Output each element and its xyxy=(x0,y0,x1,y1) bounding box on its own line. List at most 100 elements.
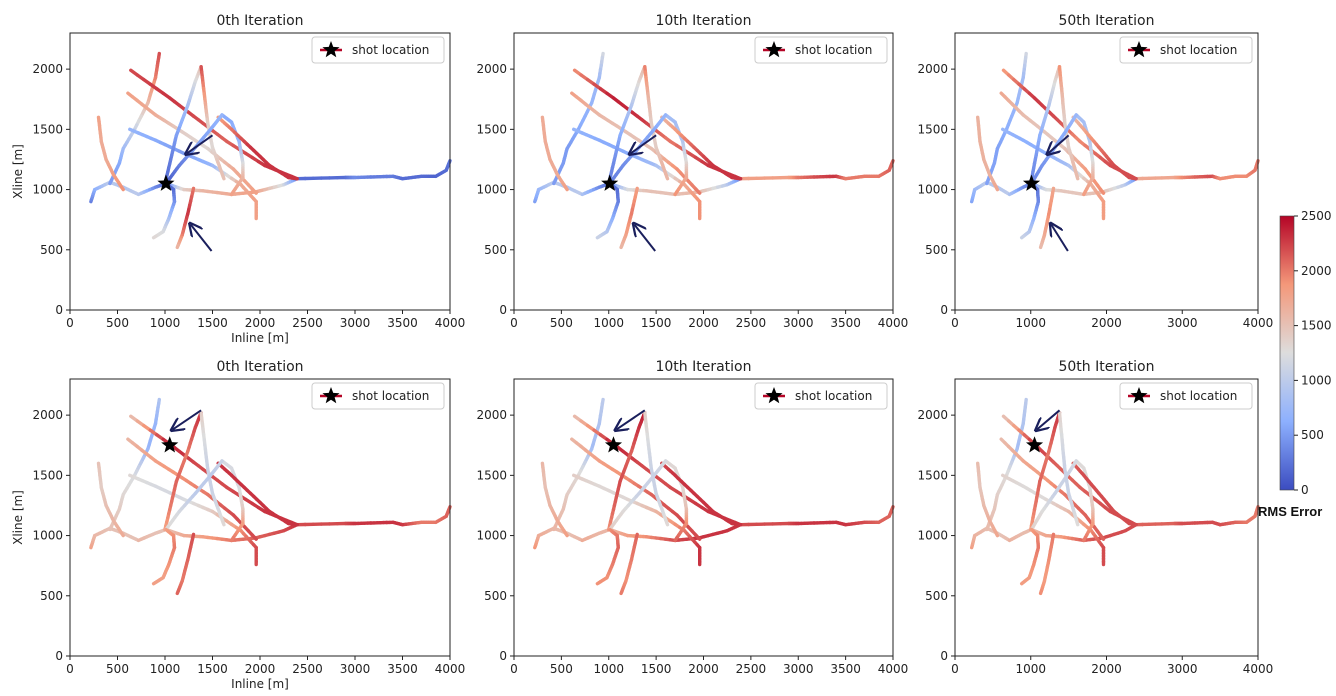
axes-frame xyxy=(513,378,894,657)
x-tick-label: 1000 xyxy=(1015,662,1046,676)
track-segment-M xyxy=(175,589,180,596)
track-segment-N xyxy=(1020,581,1025,586)
legend: shot location xyxy=(1119,36,1253,64)
x-tick-label: 2000 xyxy=(1091,662,1122,676)
legend-star-icon xyxy=(1130,387,1148,404)
y-tick-label: 0 xyxy=(499,303,507,317)
legend-label: shot location xyxy=(352,389,429,403)
y-tick-label: 500 xyxy=(925,243,948,257)
x-tick-label: 1500 xyxy=(197,316,228,330)
track-segment-O xyxy=(119,185,125,192)
panel-2: 10th Iteration 0 500 1000 1500 2000 2500 3000 35… xyxy=(476,13,908,330)
panel-5: 10th Iteration 0 500 1000 1500 2000 2500 3000 35… xyxy=(476,359,908,676)
track-segment-M xyxy=(619,589,624,596)
x-axis-label: Inline [m] xyxy=(231,331,289,345)
track-segment-J xyxy=(673,535,679,543)
y-tick-label: 1000 xyxy=(476,183,507,197)
x-tick-label: 4000 xyxy=(1243,316,1274,330)
shot-location-marker xyxy=(604,436,623,453)
track-segments xyxy=(89,51,452,250)
x-tick-label: 3000 xyxy=(340,662,371,676)
axes-frame xyxy=(954,32,1259,311)
legend-label: shot location xyxy=(795,389,872,403)
annotation-arrow xyxy=(631,134,657,153)
colorbar-tick-label: 1500 xyxy=(1301,319,1332,333)
x-tick-label: 2000 xyxy=(1091,316,1122,330)
panel-title: 50th Iteration xyxy=(1058,13,1154,29)
x-tick-label: 1000 xyxy=(1015,316,1046,330)
x-tick-label: 4000 xyxy=(435,316,466,330)
y-tick-label: 0 xyxy=(55,303,63,317)
y-tick-label: 1500 xyxy=(917,468,948,482)
y-tick-label: 500 xyxy=(484,589,507,603)
y-tick-label: 2000 xyxy=(917,408,948,422)
track-segment-I xyxy=(665,174,670,181)
track-segment-O xyxy=(994,185,1000,192)
track-segment-L xyxy=(218,113,224,119)
legend-star-icon xyxy=(322,387,340,404)
track-segment-D xyxy=(108,178,114,186)
track-segments xyxy=(533,397,895,596)
y-tick-label: 0 xyxy=(55,649,63,663)
annotation-arrow xyxy=(187,134,214,153)
legend-star-icon xyxy=(765,387,783,404)
x-tick-label: 1000 xyxy=(150,662,181,676)
x-tick-label: 4000 xyxy=(878,662,909,676)
y-tick-label: 1500 xyxy=(476,122,507,136)
track-segment-J xyxy=(1082,189,1088,197)
y-tick-label: 1500 xyxy=(917,122,948,136)
y-tick-label: 1000 xyxy=(917,529,948,543)
track-segment-F xyxy=(250,533,258,541)
x-tick-label: 0 xyxy=(510,662,518,676)
track-segment-I xyxy=(665,520,670,527)
y-tick-label: 1500 xyxy=(32,122,63,136)
x-tick-label: 3000 xyxy=(340,316,371,330)
panel-title: 10th Iteration xyxy=(655,13,751,29)
x-tick-label: 2000 xyxy=(688,316,719,330)
axes-frame xyxy=(69,378,451,657)
y-tick-label: 2000 xyxy=(32,62,63,76)
y-axis-label: Xline [m] xyxy=(11,144,25,199)
legend-box xyxy=(311,36,445,64)
legend-box xyxy=(1119,36,1253,64)
panel-1: 0th Iteration 0 500 1000 1500 2000 2500 3000 350… xyxy=(11,13,465,345)
legend: shot location xyxy=(311,36,445,64)
track-segment-N xyxy=(1020,234,1025,240)
track-segment-N xyxy=(595,234,601,240)
legend-label: shot location xyxy=(795,43,872,57)
track-segment-O xyxy=(563,531,569,538)
x-tick-label: 500 xyxy=(550,316,573,330)
x-tick-label: 1500 xyxy=(197,662,228,676)
track-segment-D xyxy=(985,178,990,186)
x-tick-label: 3500 xyxy=(830,316,861,330)
axes-frame xyxy=(954,378,1259,657)
shot-location-marker xyxy=(1022,174,1041,191)
track-segment-F xyxy=(250,187,258,195)
track-segment-J xyxy=(229,189,236,197)
x-tick-label: 3000 xyxy=(783,316,814,330)
panel-title: 0th Iteration xyxy=(216,359,303,375)
y-tick-label: 1000 xyxy=(32,529,63,543)
y-tick-label: 2000 xyxy=(476,62,507,76)
legend-box xyxy=(754,382,888,410)
legend: shot location xyxy=(1119,382,1253,410)
y-tick-label: 0 xyxy=(940,303,948,317)
track-segment-F xyxy=(694,187,702,195)
track-segment-M xyxy=(175,243,180,250)
track-segment-D xyxy=(985,524,990,532)
panel-4: 0th Iteration 0 500 1000 1500 2000 2500 3000 350… xyxy=(11,359,465,691)
axes-frame xyxy=(513,32,894,311)
shot-location-marker xyxy=(1025,436,1044,453)
annotation-arrow xyxy=(1048,134,1070,153)
colorbar-tick-label: 2000 xyxy=(1301,264,1332,278)
panel-3: 50th Iteration 0 1000 2000 3000 4000 0 500 1000 1… xyxy=(917,13,1273,330)
x-tick-label: 1500 xyxy=(641,316,672,330)
track-segment-J xyxy=(673,189,679,197)
annotation-arrow xyxy=(1051,224,1069,252)
x-tick-label: 4000 xyxy=(435,662,466,676)
x-tick-label: 4000 xyxy=(1243,662,1274,676)
axes-frame xyxy=(69,32,451,311)
y-tick-label: 2000 xyxy=(917,62,948,76)
legend-star-icon xyxy=(322,41,340,58)
y-tick-label: 1500 xyxy=(32,468,63,482)
